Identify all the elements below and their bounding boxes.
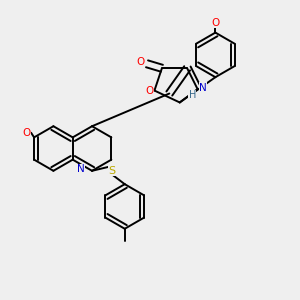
- Text: O: O: [136, 57, 145, 67]
- Text: O: O: [211, 18, 220, 28]
- Text: O: O: [145, 85, 153, 96]
- Text: H: H: [189, 90, 196, 100]
- Text: N: N: [199, 82, 207, 93]
- Text: S: S: [109, 166, 116, 176]
- Text: N: N: [77, 164, 85, 174]
- Text: O: O: [22, 128, 30, 138]
